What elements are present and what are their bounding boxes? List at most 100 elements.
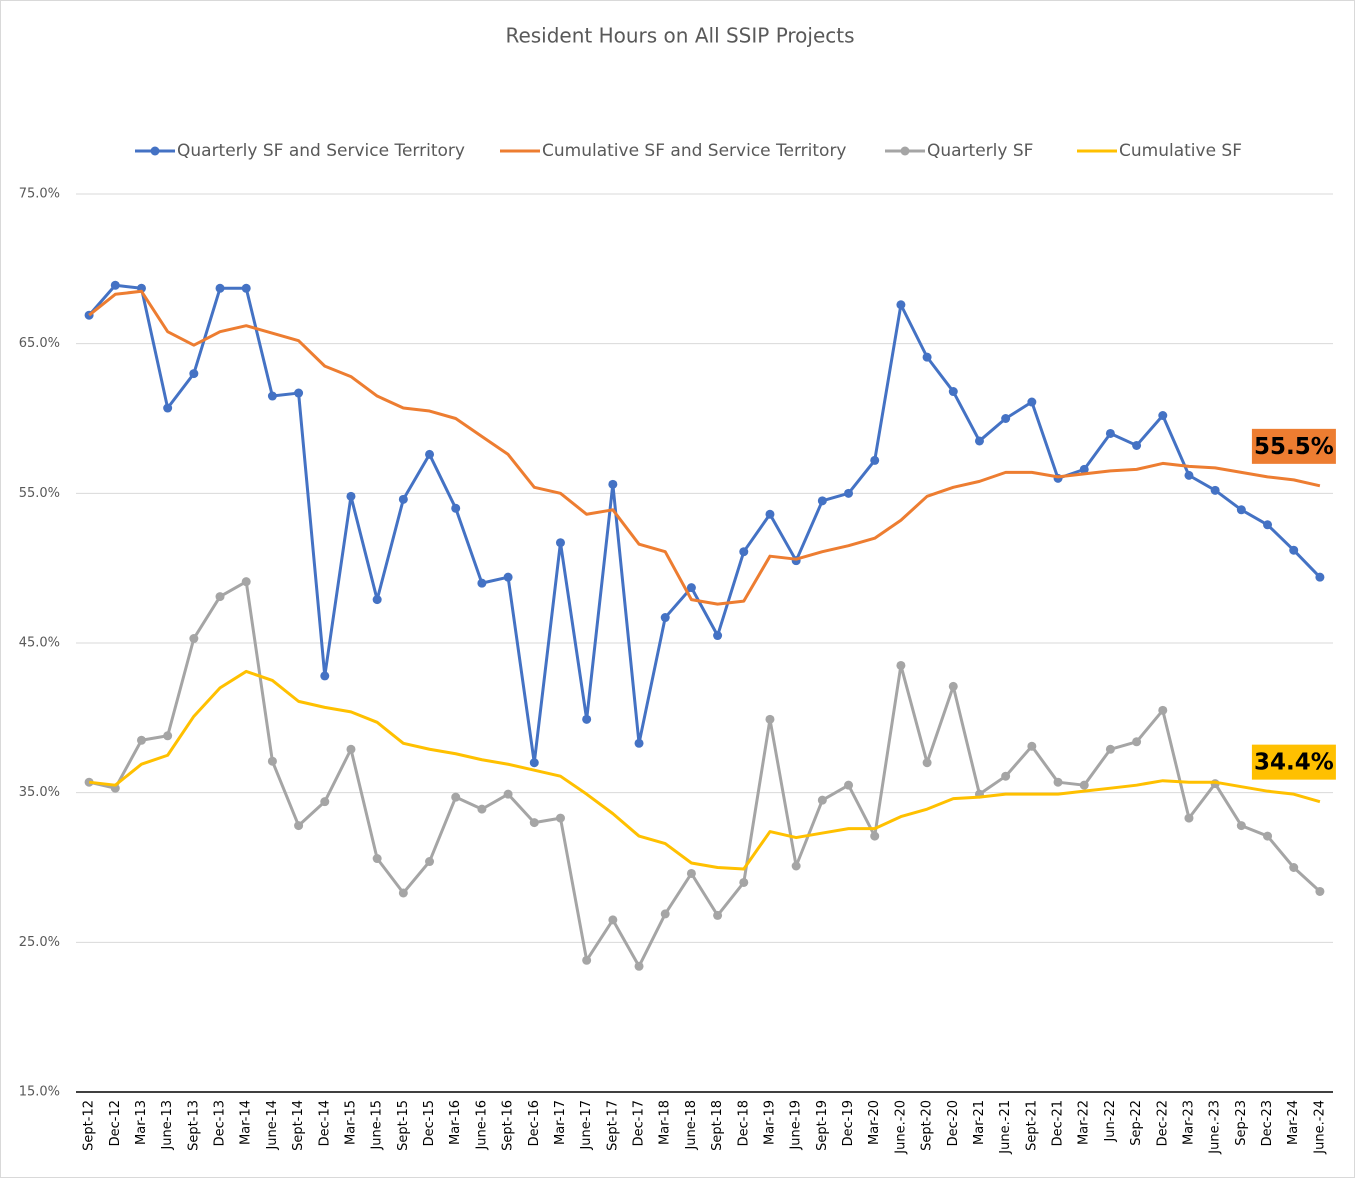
data-point: [503, 789, 513, 799]
data-point: [1210, 485, 1220, 495]
x-tick-label: Mar-13: [134, 1100, 149, 1145]
data-point: [1079, 780, 1089, 790]
x-tick-label: June-18: [684, 1100, 699, 1151]
x-tick-label: Sept-20: [920, 1100, 935, 1151]
x-tick-label: Dec-23: [1260, 1100, 1275, 1146]
y-tick-label: 55.0%: [19, 486, 60, 501]
data-point: [529, 758, 539, 768]
x-tick-label: Mar-17: [553, 1100, 568, 1145]
data-point: [1158, 411, 1168, 421]
data-point: [215, 283, 225, 293]
data-point: [608, 915, 618, 925]
data-point: [1289, 545, 1299, 555]
x-tick-label: Mar-19: [762, 1100, 777, 1145]
data-point: [1105, 428, 1115, 438]
data-point: [739, 877, 749, 887]
value-label-box: [1251, 428, 1336, 464]
data-point: [1132, 440, 1142, 450]
data-point: [163, 403, 173, 413]
data-point: [346, 491, 356, 501]
legend-label: Cumulative SF and Service Territory: [542, 141, 847, 161]
data-point: [398, 888, 408, 898]
y-tick-label: 45.0%: [19, 636, 60, 651]
x-tick-label: Sept-19: [815, 1100, 830, 1151]
series-line: [88, 669, 1321, 871]
x-tick-label: Sept-17: [605, 1100, 620, 1151]
legend-marker: [900, 146, 910, 156]
data-point: [1315, 886, 1325, 896]
data-point: [1105, 744, 1115, 754]
data-point: [765, 714, 775, 724]
data-point: [215, 592, 225, 602]
x-tick-label: Sept-15: [396, 1100, 411, 1151]
x-tick-label: June-13: [160, 1100, 175, 1151]
data-point: [948, 681, 958, 691]
data-point: [1132, 737, 1142, 747]
data-point: [425, 449, 435, 459]
data-point: [1001, 771, 1011, 781]
data-point: [1001, 414, 1011, 423]
x-tick-label: Dec-14: [317, 1100, 332, 1146]
data-point: [136, 735, 146, 745]
data-point: [1236, 505, 1246, 515]
data-point: [817, 795, 827, 805]
data-point: [922, 352, 932, 362]
data-point: [660, 613, 670, 623]
data-point: [1158, 705, 1168, 715]
x-tick-label: Mar-23: [1181, 1100, 1196, 1145]
x-tick-label: Dec-19: [841, 1100, 856, 1146]
data-point: [1184, 813, 1194, 823]
data-point: [896, 660, 906, 670]
data-point: [713, 631, 723, 641]
y-tick-label: 35.0%: [19, 785, 60, 800]
x-tick-label: Dec-13: [213, 1100, 228, 1146]
x-tick-label: Mar-22: [1077, 1100, 1092, 1145]
legend-label: Quarterly SF: [927, 141, 1033, 161]
data-point: [320, 797, 330, 807]
legend-marker: [150, 146, 160, 156]
x-tick-label: June-14: [265, 1100, 280, 1151]
x-tick-label: June.-24: [1312, 1100, 1327, 1155]
data-point: [189, 634, 199, 644]
data-point: [294, 388, 304, 398]
series-line: [88, 580, 1321, 968]
data-point: [608, 479, 618, 489]
x-tick-label: Sept-13: [186, 1100, 201, 1151]
x-tick-label: June-17: [579, 1100, 594, 1151]
data-point: [241, 283, 251, 293]
x-tick-label: Sep-23: [1234, 1100, 1249, 1146]
x-tick-label: Mar-20: [867, 1100, 882, 1145]
x-tick-label: Sept-12: [82, 1100, 97, 1151]
data-point: [346, 744, 356, 754]
x-tick-label: June.-20: [893, 1100, 908, 1155]
data-point: [425, 857, 435, 867]
data-point: [791, 861, 801, 871]
x-tick-label: Mar-15: [343, 1100, 358, 1145]
x-tick-label: Sept-14: [291, 1100, 306, 1151]
y-tick-label: 25.0%: [19, 935, 60, 950]
data-point: [1053, 777, 1063, 787]
x-tick-label: Mar-21: [972, 1100, 987, 1145]
data-point: [163, 731, 173, 741]
data-point: [555, 813, 565, 823]
value-label: 55.5%: [1254, 434, 1334, 460]
data-point: [1289, 863, 1299, 872]
y-tick-label: 75.0%: [19, 187, 60, 202]
x-tick-label: Mar-14: [239, 1100, 254, 1145]
data-point: [294, 821, 304, 831]
x-tick-label: Mar-24: [1286, 1100, 1301, 1145]
data-point: [372, 595, 382, 605]
x-tick-label: June-19: [789, 1100, 804, 1151]
data-point: [1236, 821, 1246, 831]
data-point: [477, 578, 487, 588]
x-tick-label: Mar-18: [658, 1100, 673, 1145]
data-point: [582, 955, 592, 965]
data-point: [372, 854, 382, 864]
series-line: [88, 289, 1321, 606]
x-tick-label: Dec-15: [422, 1100, 437, 1146]
x-tick-label: Dec-17: [632, 1100, 647, 1146]
x-tick-label: Dec-12: [108, 1100, 123, 1146]
x-tick-label: Jun-22: [1103, 1100, 1118, 1143]
